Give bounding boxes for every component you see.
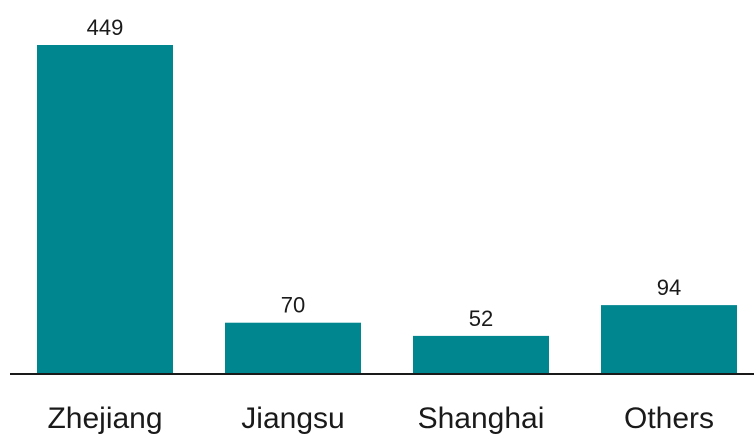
value-label-jiangsu: 70 xyxy=(281,293,305,318)
bar-jiangsu xyxy=(225,322,361,374)
bar-zhejiang xyxy=(37,45,173,374)
value-label-others: 94 xyxy=(657,275,681,300)
value-label-shanghai: 52 xyxy=(469,306,493,331)
value-labels-group: 449 70 52 94 xyxy=(87,15,682,331)
bar-others xyxy=(601,305,737,374)
category-label-shanghai: Shanghai xyxy=(418,402,545,435)
value-label-zhejiang: 449 xyxy=(87,15,124,40)
category-label-zhejiang: Zhejiang xyxy=(47,402,162,435)
bar-shanghai xyxy=(413,335,549,374)
bars-group xyxy=(37,45,737,374)
category-label-others: Others xyxy=(624,402,714,435)
category-labels-group: Zhejiang Jiangsu Shanghai Others xyxy=(47,402,714,435)
category-label-jiangsu: Jiangsu xyxy=(241,402,344,435)
